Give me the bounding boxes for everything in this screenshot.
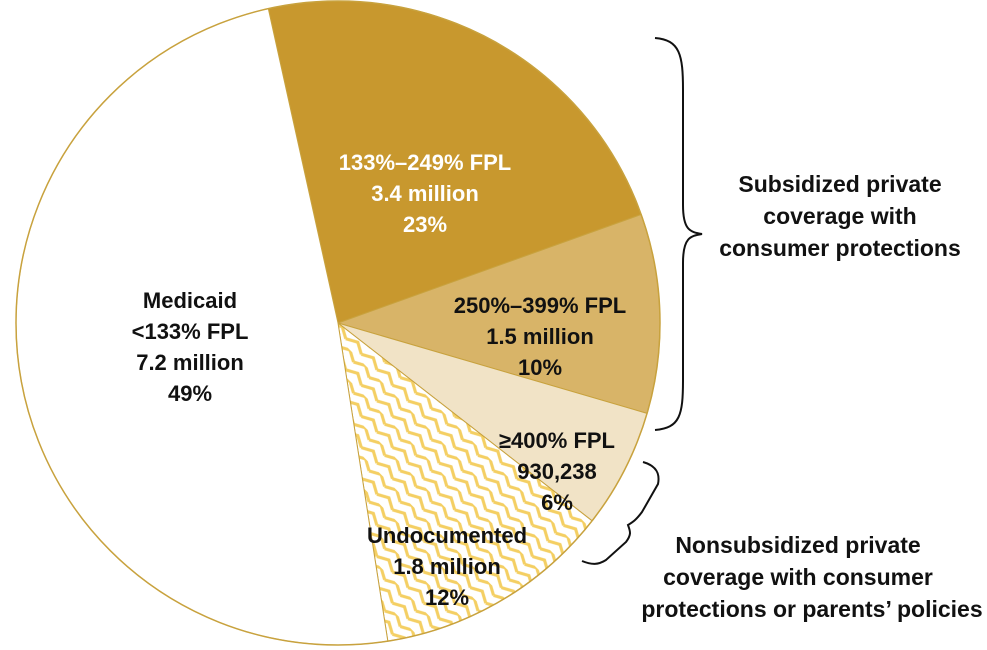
svg-text:930,238: 930,238	[517, 459, 597, 484]
nonsubsidized-label-line-2: coverage with consumer	[663, 564, 933, 590]
slice-label-250-399: 250%–399% FPL 1.5 million 10%	[454, 293, 626, 380]
slice-label-400-plus: ≥400% FPL 930,238 6%	[499, 428, 615, 515]
slice-label-undocumented-name: Undocumented	[367, 523, 527, 548]
svg-text:Subsidized private: Subsidized private	[738, 171, 941, 197]
svg-text:consumer protections: consumer protections	[719, 235, 961, 261]
slice-label-medicaid-range: <133% FPL	[132, 319, 249, 344]
pie-slices	[15, 0, 661, 646]
slice-label-medicaid-name: Medicaid	[143, 288, 237, 313]
subsidized-label-line-1: Subsidized private	[738, 171, 941, 197]
pie-outline	[15, 0, 661, 646]
svg-text:protections or parents’ polici: protections or parents’ policies	[641, 596, 982, 622]
slice-label-undocumented-percent: 12%	[425, 585, 469, 610]
slice-label-133-249-amount: 3.4 million	[371, 181, 479, 206]
slice-label-250-399-amount: 1.5 million	[486, 324, 594, 349]
svg-text:coverage with consumer: coverage with consumer	[663, 564, 933, 590]
svg-text:12%: 12%	[425, 585, 469, 610]
svg-text:≥400% FPL: ≥400% FPL	[499, 428, 615, 453]
slice-label-medicaid: Medicaid <133% FPL 7.2 million 49%	[132, 288, 249, 406]
subsidized-group-label: Subsidized private coverage with consume…	[719, 171, 961, 261]
slice-label-undocumented: Undocumented 1.8 million 12%	[367, 523, 527, 610]
svg-text:133%–249% FPL: 133%–249% FPL	[339, 150, 511, 175]
slice-label-133-249-percent: 23%	[403, 212, 447, 237]
svg-text:Medicaid: Medicaid	[143, 288, 237, 313]
svg-text:1.5 million: 1.5 million	[486, 324, 594, 349]
slice-label-133-249-range: 133%–249% FPL	[339, 150, 511, 175]
svg-text:10%: 10%	[518, 355, 562, 380]
svg-text:1.8 million: 1.8 million	[393, 554, 501, 579]
nonsubsidized-label-line-3: protections or parents’ policies	[641, 596, 982, 622]
svg-text:49%: 49%	[168, 381, 212, 406]
slice-label-400-plus-amount: 930,238	[517, 459, 597, 484]
slice-label-medicaid-amount: 7.2 million	[136, 350, 244, 375]
nonsubsidized-label-line-1: Nonsubsidized private	[675, 532, 920, 558]
svg-text:7.2 million: 7.2 million	[136, 350, 244, 375]
subsidized-bracket	[654, 37, 703, 431]
subsidized-label-line-3: consumer protections	[719, 235, 961, 261]
slice-label-medicaid-percent: 49%	[168, 381, 212, 406]
nonsubsidized-bracket	[581, 461, 660, 565]
svg-text:Undocumented: Undocumented	[367, 523, 527, 548]
svg-text:250%–399% FPL: 250%–399% FPL	[454, 293, 626, 318]
svg-text:3.4 million: 3.4 million	[371, 181, 479, 206]
slice-label-undocumented-amount: 1.8 million	[393, 554, 501, 579]
subsidized-label-line-2: coverage with	[763, 203, 916, 229]
nonsubsidized-group-label: Nonsubsidized private coverage with cons…	[641, 532, 982, 622]
svg-text:coverage with: coverage with	[763, 203, 916, 229]
slice-label-400-plus-percent: 6%	[541, 490, 573, 515]
slice-label-250-399-percent: 10%	[518, 355, 562, 380]
svg-text:Nonsubsidized private: Nonsubsidized private	[675, 532, 920, 558]
slice-label-133-249: 133%–249% FPL 3.4 million 23%	[339, 150, 511, 237]
svg-text:<133% FPL: <133% FPL	[132, 319, 249, 344]
svg-text:6%: 6%	[541, 490, 573, 515]
slice-label-250-399-range: 250%–399% FPL	[454, 293, 626, 318]
svg-text:23%: 23%	[403, 212, 447, 237]
slice-label-400-plus-range: ≥400% FPL	[499, 428, 615, 453]
